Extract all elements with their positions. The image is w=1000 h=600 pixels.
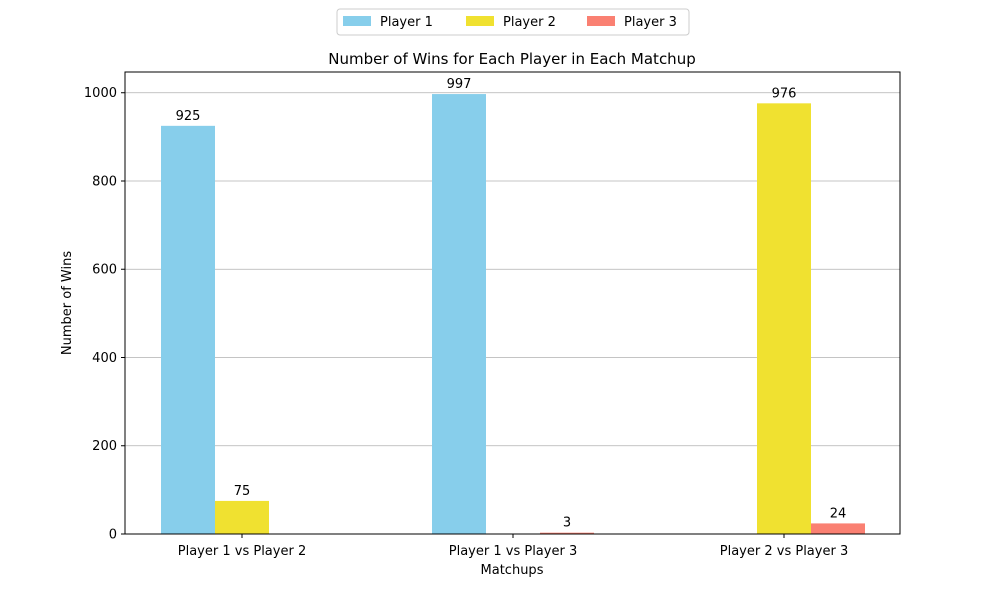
data-label: 997 bbox=[447, 77, 472, 92]
legend-label: Player 3 bbox=[624, 15, 677, 30]
bar bbox=[540, 532, 594, 534]
x-tick-label: Player 2 vs Player 3 bbox=[720, 544, 848, 559]
x-axis-label: Matchups bbox=[481, 563, 544, 578]
chart-title: Number of Wins for Each Player in Each M… bbox=[328, 50, 695, 68]
legend-label: Player 2 bbox=[503, 15, 556, 30]
x-tick-label: Player 1 vs Player 2 bbox=[178, 544, 306, 559]
data-label: 75 bbox=[234, 484, 251, 499]
bar bbox=[161, 125, 215, 535]
axes: 0 200 400 600 800 1000 Player 1 vs Player 2 Pla… bbox=[84, 86, 848, 559]
bar bbox=[432, 94, 486, 534]
legend-swatch bbox=[466, 16, 494, 26]
data-labels: 925 75 997 3 976 24 bbox=[176, 77, 847, 531]
data-label: 3 bbox=[563, 516, 571, 531]
legend: Player 1 Player 2 Player 3 bbox=[336, 8, 690, 36]
legend-label: Player 1 bbox=[380, 15, 433, 30]
bar bbox=[215, 500, 269, 534]
legend-swatch bbox=[587, 16, 615, 26]
y-tick-label: 600 bbox=[92, 263, 117, 278]
legend-swatch bbox=[343, 16, 371, 26]
y-tick-label: 0 bbox=[109, 528, 117, 543]
y-tick-label: 200 bbox=[92, 439, 117, 454]
bar bbox=[811, 523, 865, 534]
data-label: 24 bbox=[830, 506, 847, 521]
y-tick-label: 800 bbox=[92, 174, 117, 189]
y-tick-label: 1000 bbox=[84, 86, 117, 101]
x-tick-label: Player 1 vs Player 3 bbox=[449, 544, 577, 559]
legend-box bbox=[336, 8, 690, 36]
bars bbox=[161, 94, 865, 535]
bar bbox=[757, 103, 811, 534]
y-axis-label: Number of Wins bbox=[60, 251, 75, 355]
y-tick-label: 400 bbox=[92, 351, 117, 366]
data-label: 925 bbox=[176, 109, 201, 124]
data-label: 976 bbox=[772, 86, 797, 101]
